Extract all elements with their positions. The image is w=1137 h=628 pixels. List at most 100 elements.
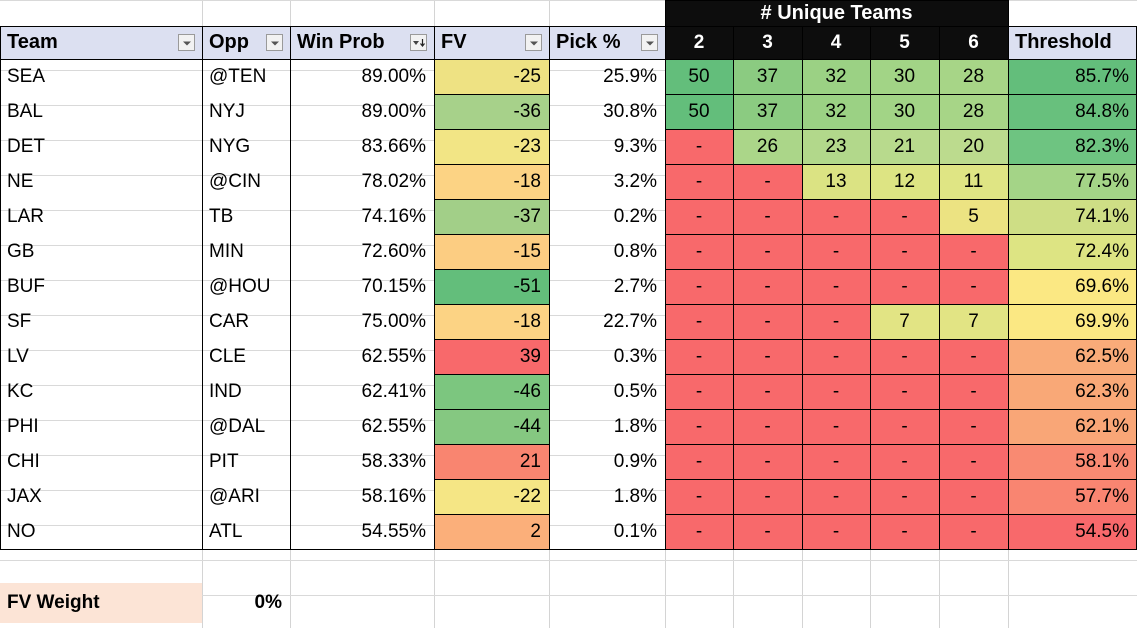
cell-threshold[interactable]: 69.9% [1008, 304, 1137, 339]
cell-unique-4[interactable]: 23 [802, 129, 870, 164]
cell-threshold[interactable]: 82.3% [1008, 129, 1137, 164]
cell-team[interactable]: JAX [7, 485, 42, 507]
cell-unique-5[interactable]: 30 [870, 94, 939, 129]
cell-team[interactable]: BUF [7, 275, 45, 297]
cell-win-prob[interactable]: 89.00% [361, 100, 426, 122]
cell-unique-4[interactable]: - [802, 339, 870, 374]
cell-opp[interactable]: IND [209, 380, 242, 402]
cell-unique-6[interactable]: 7 [939, 304, 1008, 339]
cell-win-prob[interactable]: 58.16% [361, 485, 426, 507]
cell-opp[interactable]: @ARI [209, 485, 260, 507]
cell-opp[interactable]: MIN [209, 240, 244, 262]
cell-pick-pct[interactable]: 2.7% [613, 275, 657, 297]
cell-unique-5[interactable]: - [870, 479, 939, 514]
cell-fv[interactable]: -36 [434, 94, 549, 129]
cell-fv[interactable]: 2 [434, 514, 549, 549]
cell-win-prob[interactable]: 74.16% [361, 205, 426, 227]
cell-win-prob[interactable]: 62.41% [361, 380, 426, 402]
cell-unique-6[interactable]: - [939, 444, 1008, 479]
cell-unique-5[interactable]: 12 [870, 164, 939, 199]
cell-fv[interactable]: 21 [434, 444, 549, 479]
cell-team[interactable]: DET [7, 135, 45, 157]
cell-fv[interactable]: -22 [434, 479, 549, 514]
cell-pick-pct[interactable]: 9.3% [613, 135, 657, 157]
cell-unique-2[interactable]: - [665, 269, 733, 304]
cell-threshold[interactable]: 62.5% [1008, 339, 1137, 374]
cell-pick-pct[interactable]: 1.8% [613, 415, 657, 437]
cell-threshold[interactable]: 84.8% [1008, 94, 1137, 129]
cell-unique-6[interactable]: - [939, 409, 1008, 444]
cell-fv[interactable]: -51 [434, 269, 549, 304]
cell-pick-pct[interactable]: 0.5% [613, 380, 657, 402]
cell-opp[interactable]: @HOU [209, 275, 271, 297]
cell-threshold[interactable]: 57.7% [1008, 479, 1137, 514]
cell-threshold[interactable]: 69.6% [1008, 269, 1137, 304]
cell-unique-6[interactable]: 5 [939, 199, 1008, 234]
cell-unique-2[interactable]: - [665, 234, 733, 269]
cell-pick-pct[interactable]: 3.2% [613, 170, 657, 192]
cell-team[interactable]: GB [7, 240, 35, 262]
cell-unique-3[interactable]: - [733, 269, 802, 304]
cell-unique-6[interactable]: 28 [939, 59, 1008, 94]
cell-unique-3[interactable]: 37 [733, 94, 802, 129]
cell-pick-pct[interactable]: 0.2% [613, 205, 657, 227]
cell-unique-2[interactable]: - [665, 479, 733, 514]
column-header-opp-filter-dropdown-icon[interactable] [266, 34, 283, 51]
cell-unique-3[interactable]: 26 [733, 129, 802, 164]
cell-unique-6[interactable]: 28 [939, 94, 1008, 129]
cell-opp[interactable]: CLE [209, 345, 246, 367]
cell-team[interactable]: CHI [7, 450, 40, 472]
cell-unique-2[interactable]: - [665, 164, 733, 199]
cell-unique-3[interactable]: - [733, 479, 802, 514]
cell-fv[interactable]: -46 [434, 374, 549, 409]
cell-unique-2[interactable]: - [665, 339, 733, 374]
cell-unique-4[interactable]: - [802, 479, 870, 514]
cell-opp[interactable]: NYG [209, 135, 251, 157]
cell-win-prob[interactable]: 78.02% [361, 170, 426, 192]
cell-win-prob[interactable]: 83.66% [361, 135, 426, 157]
cell-pick-pct[interactable]: 1.8% [613, 485, 657, 507]
cell-unique-2[interactable]: - [665, 514, 733, 549]
cell-unique-4[interactable]: - [802, 444, 870, 479]
cell-threshold[interactable]: 62.3% [1008, 374, 1137, 409]
cell-team[interactable]: LAR [7, 205, 44, 227]
cell-fv[interactable]: -15 [434, 234, 549, 269]
cell-unique-4[interactable]: - [802, 409, 870, 444]
cell-unique-4[interactable]: - [802, 514, 870, 549]
cell-unique-4[interactable]: 13 [802, 164, 870, 199]
cell-threshold[interactable]: 74.1% [1008, 199, 1137, 234]
cell-team[interactable]: SF [7, 310, 32, 332]
cell-unique-5[interactable]: 7 [870, 304, 939, 339]
cell-fv[interactable]: -23 [434, 129, 549, 164]
cell-opp[interactable]: TB [209, 205, 234, 227]
cell-win-prob[interactable]: 62.55% [361, 345, 426, 367]
cell-unique-6[interactable]: 20 [939, 129, 1008, 164]
cell-unique-5[interactable]: - [870, 199, 939, 234]
cell-unique-3[interactable]: - [733, 374, 802, 409]
cell-fv[interactable]: -18 [434, 164, 549, 199]
cell-pick-pct[interactable]: 22.7% [603, 310, 657, 332]
cell-fv[interactable]: -25 [434, 59, 549, 94]
cell-unique-6[interactable]: - [939, 339, 1008, 374]
cell-team[interactable]: KC [7, 380, 34, 402]
cell-unique-3[interactable]: - [733, 304, 802, 339]
cell-opp[interactable]: @DAL [209, 415, 266, 437]
cell-unique-4[interactable]: 32 [802, 59, 870, 94]
cell-pick-pct[interactable]: 30.8% [603, 100, 657, 122]
cell-unique-6[interactable]: - [939, 234, 1008, 269]
cell-unique-2[interactable]: - [665, 374, 733, 409]
cell-pick-pct[interactable]: 0.1% [613, 520, 657, 542]
cell-unique-5[interactable]: - [870, 374, 939, 409]
cell-unique-5[interactable]: - [870, 444, 939, 479]
cell-unique-4[interactable]: 32 [802, 94, 870, 129]
cell-team[interactable]: NO [7, 520, 36, 542]
column-header-fv-filter-dropdown-icon[interactable] [525, 34, 542, 51]
cell-unique-5[interactable]: - [870, 269, 939, 304]
cell-win-prob[interactable]: 58.33% [361, 450, 426, 472]
cell-pick-pct[interactable]: 25.9% [603, 65, 657, 87]
cell-unique-6[interactable]: - [939, 374, 1008, 409]
cell-pick-pct[interactable]: 0.9% [613, 450, 657, 472]
cell-fv[interactable]: -44 [434, 409, 549, 444]
cell-threshold[interactable]: 77.5% [1008, 164, 1137, 199]
cell-unique-5[interactable]: 21 [870, 129, 939, 164]
